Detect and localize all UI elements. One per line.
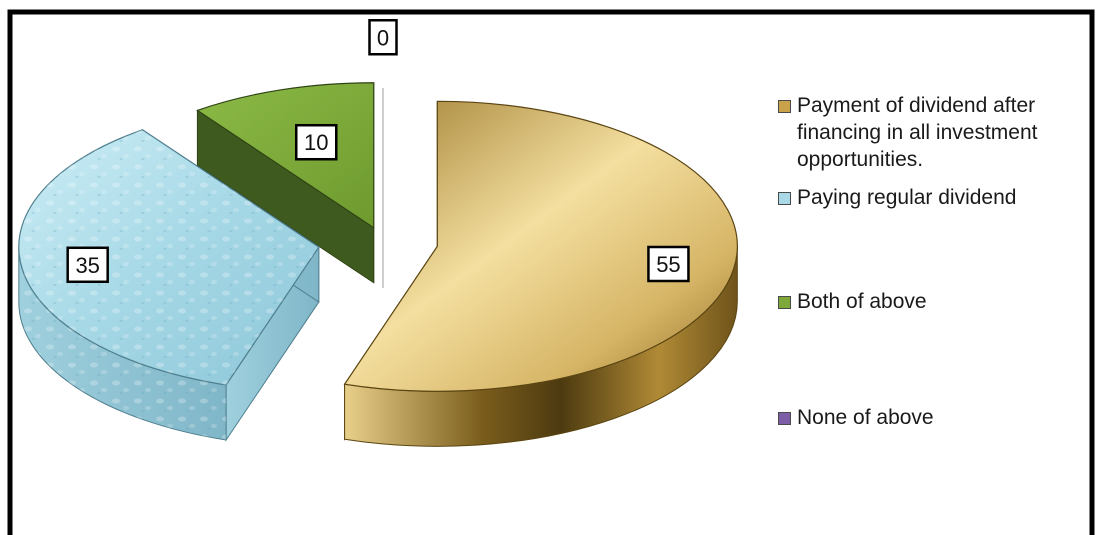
legend-item: Both of above [778,288,1088,315]
legend-swatch [778,100,791,113]
chart-frame [7,9,1095,535]
data-label: 0 [377,25,389,50]
data-label: 10 [304,130,328,155]
data-label-group: 55 [647,245,690,283]
pie-slice-texture [18,129,319,385]
legend-item: None of above [778,404,1088,431]
legend-label: None of above [797,406,934,429]
pie-slice-top [196,82,375,229]
data-label-box [647,245,690,283]
legend-swatch [778,192,791,205]
data-label-box [295,123,338,161]
data-label-group: 35 [66,246,109,284]
pie-slice-texture [18,247,227,440]
legend-label: Payment of dividend after financing in a… [797,94,1038,171]
data-label-group: 10 [295,123,338,161]
pie-slice-3 [196,82,375,284]
pie-slice-1 [343,100,738,447]
legend-label: Paying regular dividend [797,186,1017,209]
data-label-group: 0 [368,19,398,56]
pie-slice-2 [18,128,320,442]
pie-slice-top [343,100,738,392]
legend-item: Paying regular dividend [778,184,1088,211]
legend-item: Payment of dividend after financing in a… [778,92,1088,173]
data-label-box [66,246,109,284]
legend-label: Both of above [797,290,927,313]
data-label-box [368,19,398,56]
legend-swatch [778,412,791,425]
data-label: 35 [75,253,99,278]
legend-swatch [778,296,791,309]
data-label: 55 [656,252,680,277]
